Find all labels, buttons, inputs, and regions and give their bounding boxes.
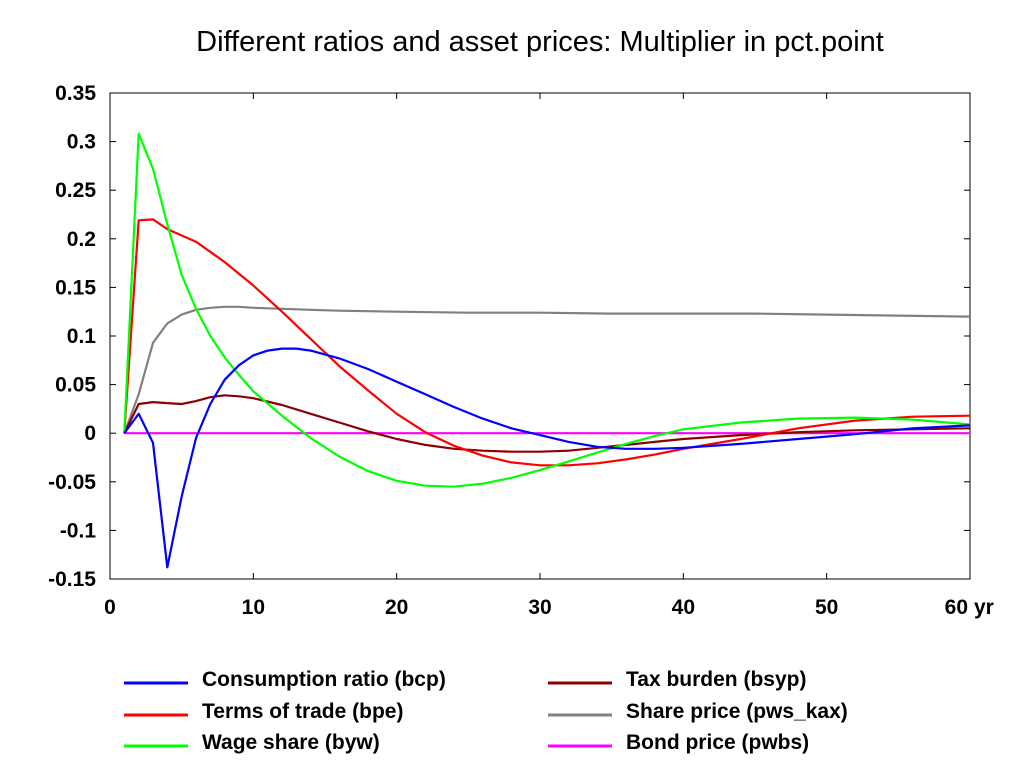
plot-lines [123, 132, 971, 569]
x-tick-label: 40 [672, 596, 695, 619]
legend-label: Bond price (pwbs) [626, 731, 809, 754]
y-tick-label: 0.35 [55, 82, 96, 105]
legend-label: Share price (pws_kax) [626, 700, 848, 723]
series-line-3 [123, 394, 971, 453]
y-tick-label: -0.1 [60, 519, 97, 542]
x-tick-label: 50 [815, 596, 838, 619]
y-tick-label: -0.15 [48, 568, 96, 591]
x-tick-label: 0 [104, 596, 116, 619]
y-tick-label: 0.25 [55, 179, 96, 202]
y-tick-label: 0.05 [55, 374, 96, 397]
x-tick-label: 30 [528, 596, 551, 619]
y-tick-label: -0.05 [48, 471, 96, 494]
y-tick-label: 0 [84, 422, 96, 445]
y-axis: 0.35 0.3 0.25 0.2 0.15 0.1 0.05 0 -0.05 -0.1 -0.15 [48, 82, 970, 591]
x-axis: 0 10 20 30 40 50 60 [104, 93, 971, 619]
y-tick-label: 0.2 [67, 228, 96, 251]
y-tick-label: 0.1 [67, 325, 97, 348]
legend-label: Consumption ratio (bcp) [202, 668, 446, 691]
chart-title: Different ratios and asset prices: Multi… [196, 26, 884, 58]
series-line-4 [123, 305, 971, 434]
y-tick-label: 0.15 [55, 276, 96, 299]
x-tick-label: 60 [945, 596, 968, 619]
x-tick-label: 10 [242, 596, 265, 619]
plot-area-frame [109, 92, 971, 580]
legend-label: Wage share (byw) [202, 731, 380, 754]
series-line-1 [123, 218, 971, 467]
series-line-2 [123, 132, 971, 488]
x-axis-unit-label: yr [974, 596, 994, 619]
series-line-0 [123, 347, 971, 569]
x-tick-label: 20 [385, 596, 408, 619]
y-tick-label: 0.3 [67, 131, 96, 154]
legend: Consumption ratio (bcp) Terms of trade (b… [124, 668, 848, 754]
legend-label: Terms of trade (bpe) [202, 700, 403, 723]
legend-label: Tax burden (bsyp) [626, 668, 806, 691]
